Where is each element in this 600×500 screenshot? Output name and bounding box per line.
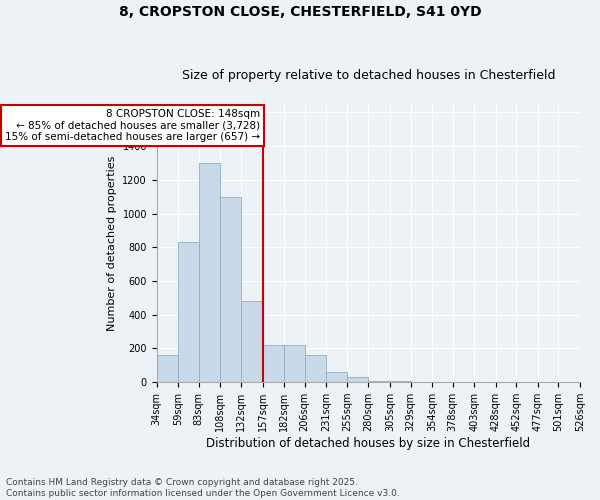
Bar xyxy=(220,196,241,382)
Bar xyxy=(178,242,199,382)
Bar xyxy=(390,381,410,382)
Text: Contains HM Land Registry data © Crown copyright and database right 2025.
Contai: Contains HM Land Registry data © Crown c… xyxy=(6,478,400,498)
Bar xyxy=(157,355,178,382)
Bar xyxy=(241,302,263,382)
Title: Size of property relative to detached houses in Chesterfield: Size of property relative to detached ho… xyxy=(182,69,555,82)
Bar xyxy=(284,345,305,382)
Bar xyxy=(326,372,347,382)
Text: 8, CROPSTON CLOSE, CHESTERFIELD, S41 0YD: 8, CROPSTON CLOSE, CHESTERFIELD, S41 0YD xyxy=(119,5,481,19)
Bar xyxy=(347,377,368,382)
Bar xyxy=(199,163,220,382)
Bar xyxy=(305,355,326,382)
Bar xyxy=(368,380,390,382)
Y-axis label: Number of detached properties: Number of detached properties xyxy=(107,156,117,331)
Bar xyxy=(263,345,284,382)
Text: 8 CROPSTON CLOSE: 148sqm
← 85% of detached houses are smaller (3,728)
15% of sem: 8 CROPSTON CLOSE: 148sqm ← 85% of detach… xyxy=(5,109,260,142)
X-axis label: Distribution of detached houses by size in Chesterfield: Distribution of detached houses by size … xyxy=(206,437,530,450)
